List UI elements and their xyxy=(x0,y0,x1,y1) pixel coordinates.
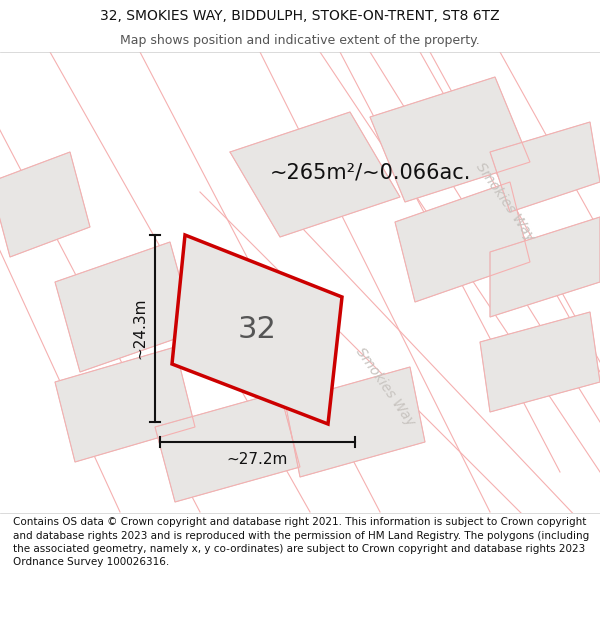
Text: ~24.3m: ~24.3m xyxy=(132,298,147,359)
Text: 32, SMOKIES WAY, BIDDULPH, STOKE-ON-TRENT, ST8 6TZ: 32, SMOKIES WAY, BIDDULPH, STOKE-ON-TREN… xyxy=(100,9,500,22)
Polygon shape xyxy=(395,182,530,302)
Polygon shape xyxy=(480,312,600,412)
Polygon shape xyxy=(55,242,195,372)
Text: Smokies Way: Smokies Way xyxy=(353,345,417,429)
Polygon shape xyxy=(55,347,195,462)
Text: 32: 32 xyxy=(238,316,276,344)
Polygon shape xyxy=(370,77,530,202)
Polygon shape xyxy=(490,217,600,317)
Text: ~27.2m: ~27.2m xyxy=(227,452,288,467)
Polygon shape xyxy=(0,152,90,257)
Text: Smokies Way: Smokies Way xyxy=(473,160,537,244)
Polygon shape xyxy=(490,122,600,212)
Polygon shape xyxy=(230,112,400,237)
Text: Map shows position and indicative extent of the property.: Map shows position and indicative extent… xyxy=(120,34,480,47)
Text: Contains OS data © Crown copyright and database right 2021. This information is : Contains OS data © Crown copyright and d… xyxy=(13,518,589,567)
Polygon shape xyxy=(172,235,342,424)
Text: ~265m²/~0.066ac.: ~265m²/~0.066ac. xyxy=(270,162,472,182)
Polygon shape xyxy=(285,367,425,477)
Polygon shape xyxy=(155,392,300,502)
